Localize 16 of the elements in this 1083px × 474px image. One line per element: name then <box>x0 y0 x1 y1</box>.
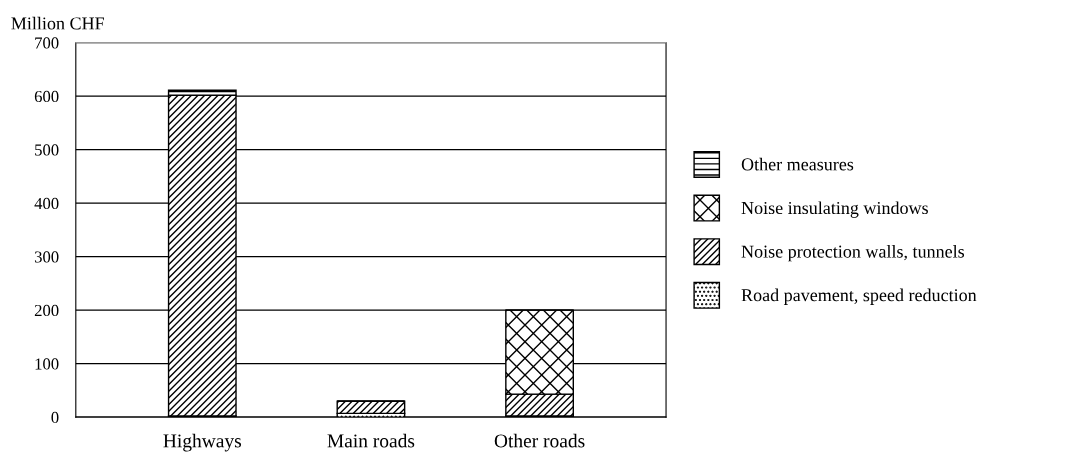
legend-label: Other measures <box>741 157 854 171</box>
legend-label: Noise insulating windows <box>741 201 928 218</box>
y-tick-label: 400 <box>34 197 59 210</box>
y-axis-title: Million CHF <box>11 16 104 30</box>
y-tick-label: 600 <box>34 90 59 103</box>
x-tick-label: Main roads <box>327 433 415 448</box>
legend-label: Road pavement, speed reduction <box>741 288 977 305</box>
legend-label: Noise protection walls, tunnels <box>741 244 965 262</box>
x-tick-label: Other roads <box>494 433 585 448</box>
y-tick-label: 300 <box>34 251 59 263</box>
y-tick-label: 200 <box>34 304 59 317</box>
y-tick-label: 0 <box>51 411 59 424</box>
x-tick-label: Highways <box>163 433 242 452</box>
y-tick-label: 700 <box>35 37 59 49</box>
y-tick-label: 500 <box>35 144 59 156</box>
y-tick-label: 100 <box>35 358 59 370</box>
